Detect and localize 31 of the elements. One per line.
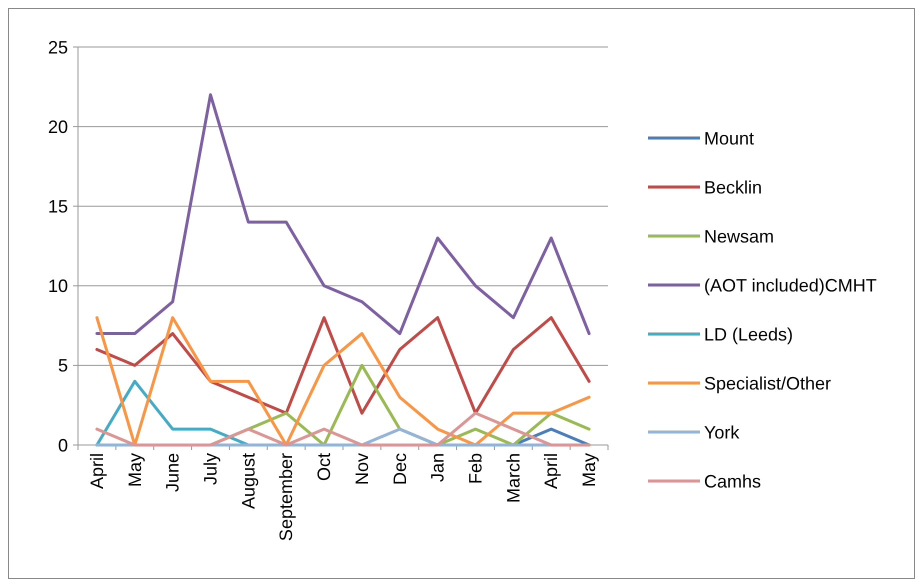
x-tick-label: Dec bbox=[390, 453, 410, 486]
y-tick-label: 0 bbox=[58, 435, 68, 456]
x-tick-label: May bbox=[124, 453, 145, 488]
x-tick-label: Oct bbox=[314, 453, 334, 482]
line-series bbox=[95, 93, 591, 336]
y-tick-label: 20 bbox=[48, 116, 68, 137]
x-tick-label: Feb bbox=[466, 453, 486, 484]
x-tick-label: August bbox=[238, 453, 258, 510]
x-tick-label: April bbox=[541, 453, 562, 490]
legend-label: Becklin bbox=[704, 177, 762, 198]
x-tick-label: Jan bbox=[428, 453, 448, 482]
x-tick-label: Nov bbox=[352, 453, 372, 486]
legend-label: Newsam bbox=[704, 226, 774, 246]
x-tick-label: September bbox=[276, 453, 296, 542]
legend-label: Camhs bbox=[704, 471, 762, 492]
y-tick-label: 10 bbox=[48, 276, 68, 296]
y-tick-label: 5 bbox=[58, 356, 68, 376]
legend-label: LD (Leeds) bbox=[704, 324, 794, 344]
legend-label: York bbox=[704, 422, 740, 442]
legend-label: Mount bbox=[704, 128, 754, 148]
line-series bbox=[95, 316, 591, 446]
legend-label: (AOT included)CMHT bbox=[704, 275, 877, 296]
y-tick-label: 25 bbox=[48, 37, 68, 58]
line-series bbox=[95, 316, 591, 415]
x-tick-label: June bbox=[162, 453, 183, 492]
x-tick-label: April bbox=[86, 453, 107, 490]
y-tick-label: 15 bbox=[48, 196, 68, 216]
legend-label: Specialist/Other bbox=[704, 373, 832, 394]
x-tick-label: July bbox=[200, 453, 220, 486]
x-tick-label: March bbox=[503, 453, 524, 504]
x-tick-label: May bbox=[579, 453, 600, 488]
